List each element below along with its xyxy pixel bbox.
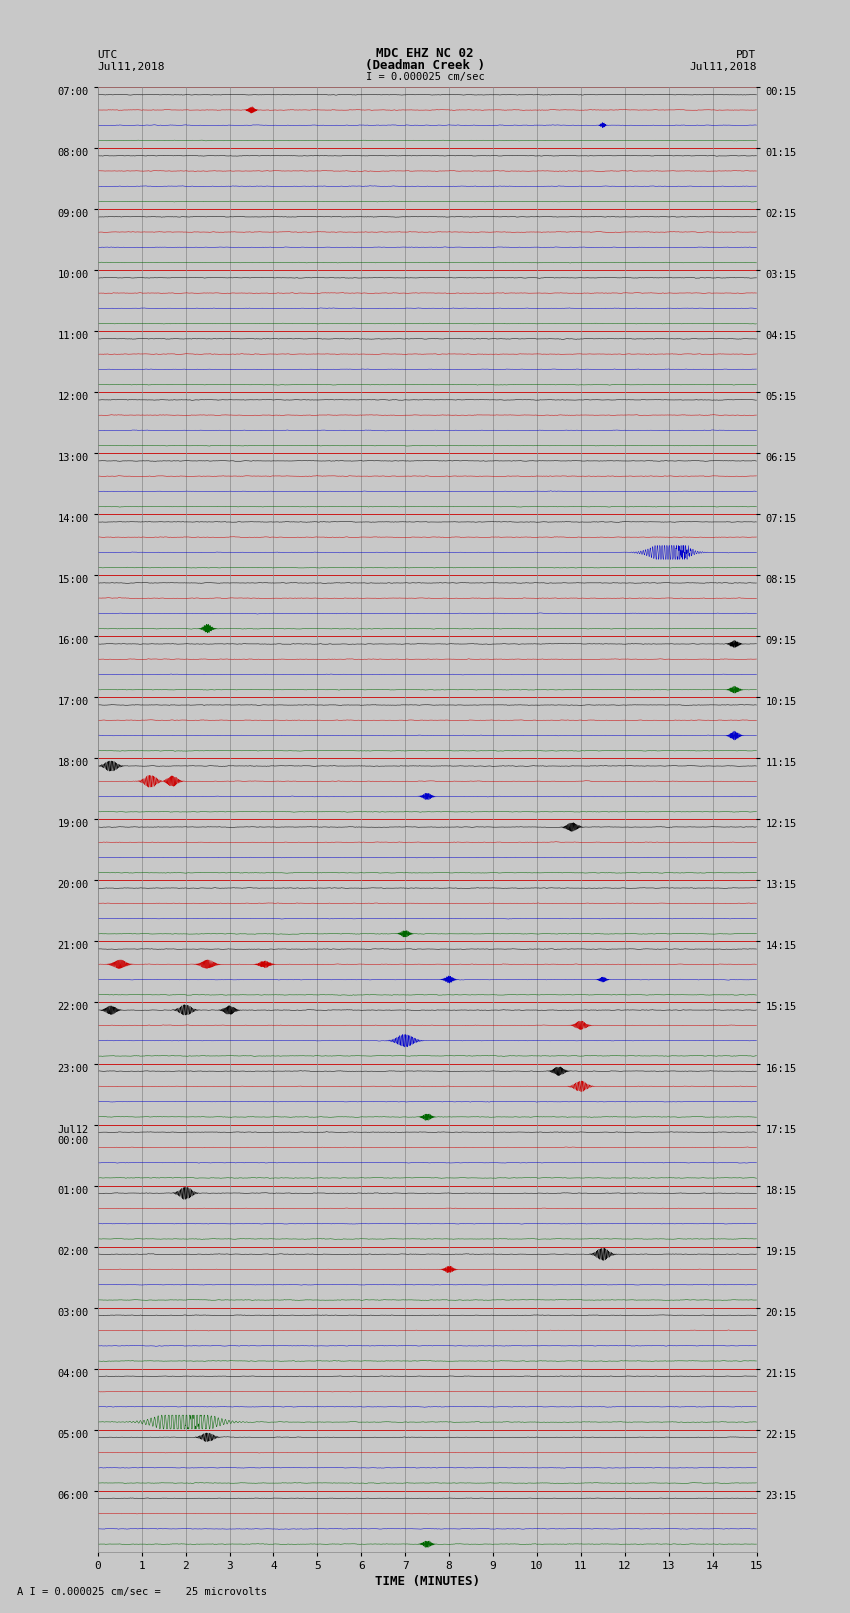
Text: PDT: PDT <box>736 50 756 60</box>
Text: A I = 0.000025 cm/sec =    25 microvolts: A I = 0.000025 cm/sec = 25 microvolts <box>17 1587 267 1597</box>
Text: (Deadman Creek ): (Deadman Creek ) <box>365 58 485 71</box>
Text: Jul11,2018: Jul11,2018 <box>98 61 165 71</box>
Text: UTC: UTC <box>98 50 118 60</box>
Text: I = 0.000025 cm/sec: I = 0.000025 cm/sec <box>366 73 484 82</box>
Text: MDC EHZ NC 02: MDC EHZ NC 02 <box>377 47 473 60</box>
X-axis label: TIME (MINUTES): TIME (MINUTES) <box>375 1574 479 1587</box>
Text: Jul11,2018: Jul11,2018 <box>689 61 756 71</box>
